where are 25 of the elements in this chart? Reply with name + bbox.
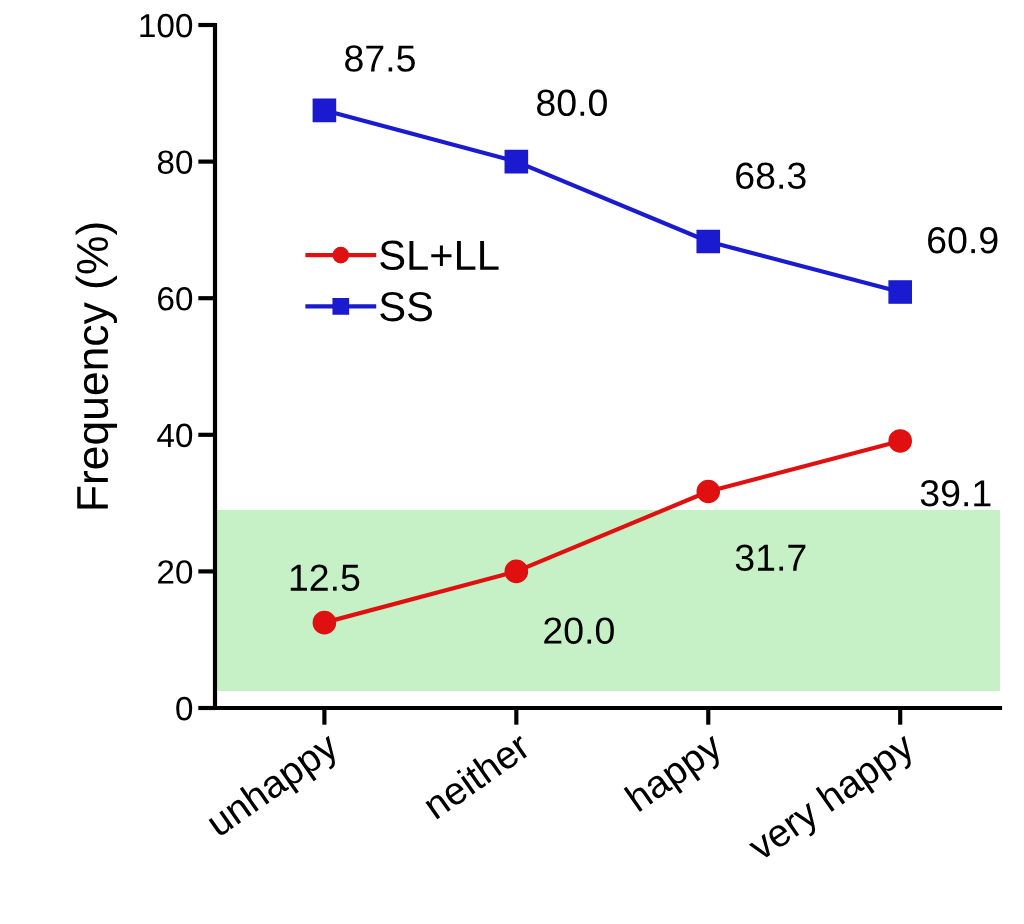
y-axis-title: Frequency (%) bbox=[75, 223, 118, 509]
point bbox=[312, 610, 337, 635]
legend-label: SL+LL bbox=[380, 240, 499, 271]
y-tick-label: 0 bbox=[176, 696, 193, 721]
legend-label: SS bbox=[380, 291, 432, 322]
y-tick-label: 100 bbox=[140, 13, 193, 38]
y-tick-label: 20 bbox=[158, 560, 193, 584]
y-tick-label: 60 bbox=[158, 287, 193, 311]
data-label: 60.9 bbox=[928, 226, 998, 254]
y-tick-label: 80 bbox=[157, 150, 193, 175]
y-tick-label: 40 bbox=[157, 423, 193, 448]
data-label: 12.5 bbox=[290, 564, 360, 592]
point bbox=[312, 98, 337, 123]
point bbox=[504, 559, 529, 584]
data-label: 20.0 bbox=[544, 617, 614, 644]
point bbox=[696, 479, 721, 504]
point bbox=[504, 149, 529, 174]
point bbox=[696, 229, 721, 254]
data-label: 68.3 bbox=[736, 162, 806, 190]
point bbox=[888, 429, 913, 453]
data-label: 31.7 bbox=[735, 544, 806, 571]
point bbox=[888, 280, 913, 304]
data-label: 80.0 bbox=[537, 89, 607, 117]
data-label: 87.5 bbox=[345, 45, 415, 72]
data-label: 39.1 bbox=[920, 480, 991, 507]
